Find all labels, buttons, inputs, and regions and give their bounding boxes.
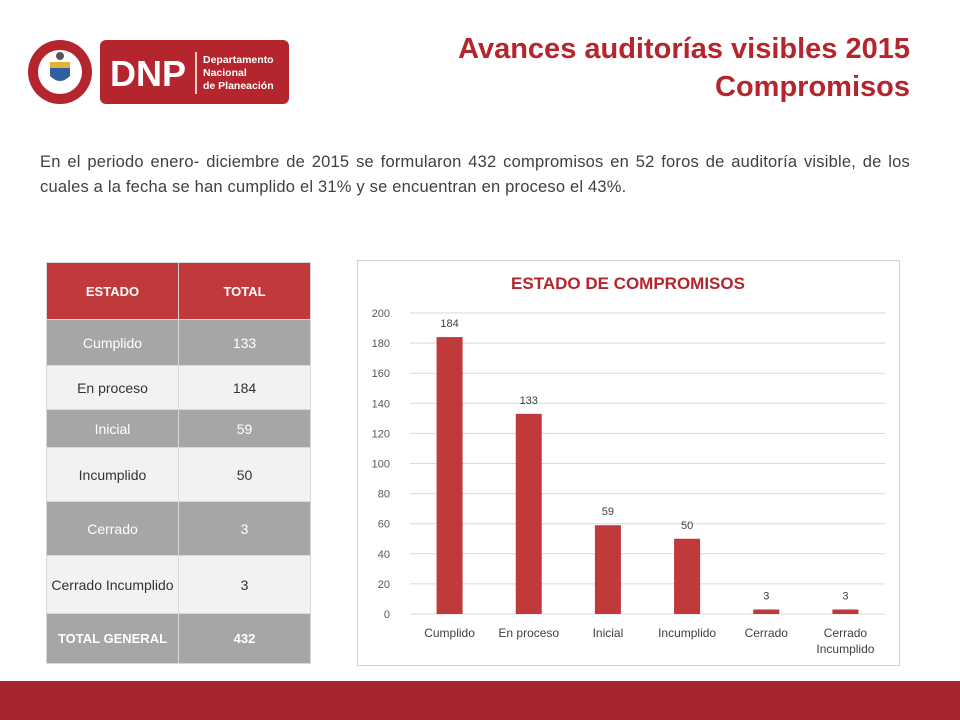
y-tick-label: 140 [372,398,390,410]
header-total: TOTAL [178,262,311,320]
cell-estado: Cerrado [46,501,179,556]
data-label: 3 [842,590,848,602]
x-tick-label: Cerrado [745,626,789,640]
bar-chart: ESTADO DE COMPROMISOS 0 20 40 60 80 100 120 140… [372,274,885,656]
title-line-1: Avances auditorías visibles 2015 [458,33,910,65]
data-label: 3 [763,590,769,602]
bar [515,413,542,614]
footer-bar [0,681,960,720]
logo-name-line2: Nacional [203,67,247,79]
table-row: Cerrado Incumplido 3 [46,555,311,614]
status-table: ESTADO TOTAL Cumplido 133 En proceso 184… [46,262,311,664]
x-tick-label: Incumplido [658,626,716,640]
cell-total: 133 [178,319,311,366]
y-tick-label: 0 [384,609,390,621]
page-title: Avances auditorías visibles 2015 Comprom… [458,30,910,106]
logo-name-line1: Departamento [203,54,274,66]
table-header-row: ESTADO TOTAL [46,262,311,320]
intro-paragraph: En el periodo enero- diciembre de 2015 s… [40,153,910,196]
bar [753,609,780,614]
y-tick-label: 160 [372,368,390,380]
cell-estado: En proceso [46,365,179,410]
chart-container: ESTADO DE COMPROMISOS 0 20 40 60 80 100 120 140… [357,260,900,666]
x-tick-label: Inicial [593,626,624,640]
title-line-2: Compromisos [715,71,910,103]
cell-total-value: 432 [178,613,311,664]
x-tick-label: Cumplido [424,626,475,640]
table-row: Cumplido 133 [46,319,311,366]
table-row: Cerrado 3 [46,501,311,556]
y-tick-label: 40 [378,549,390,561]
data-label: 133 [520,395,538,407]
cell-total-label: TOTAL GENERAL [46,613,179,664]
logo-name-line3: de Planeación [203,80,274,92]
data-label: 59 [602,506,614,518]
x-tick-label: Cerrado [824,626,868,640]
cell-estado: Incumplido [46,447,179,502]
cell-estado: Inicial [46,409,179,448]
table-row: Incumplido 50 [46,447,311,502]
logo-acronym: DNP [110,53,186,94]
y-tick-label: 100 [372,459,390,471]
cell-total: 3 [178,501,311,556]
bar [674,538,701,614]
dnp-logo: DNP Departamento Nacional de Planeación [26,38,291,106]
x-tick-label: Incumplido [816,642,874,656]
y-tick-label: 80 [378,489,390,501]
y-tick-label: 180 [372,338,390,350]
cell-total: 50 [178,447,311,502]
x-tick-label: En proceso [498,626,559,640]
cell-total: 59 [178,409,311,448]
bar [594,525,621,614]
cell-estado: Cerrado Incumplido [46,555,179,614]
y-tick-label: 20 [378,579,390,591]
table-row: En proceso 184 [46,365,311,410]
table-row: Inicial 59 [46,409,311,448]
data-label: 184 [440,318,458,330]
cell-total: 184 [178,365,311,410]
table-total-row: TOTAL GENERAL 432 [46,613,311,664]
bar [832,609,859,614]
chart-title: ESTADO DE COMPROMISOS [511,274,745,293]
y-tick-label: 120 [372,428,390,440]
bar [436,337,463,614]
cell-total: 3 [178,555,311,614]
y-tick-label: 60 [378,519,390,531]
header-estado: ESTADO [46,262,179,320]
data-label: 50 [681,520,693,532]
y-tick-label: 200 [372,308,390,320]
cell-estado: Cumplido [46,319,179,366]
